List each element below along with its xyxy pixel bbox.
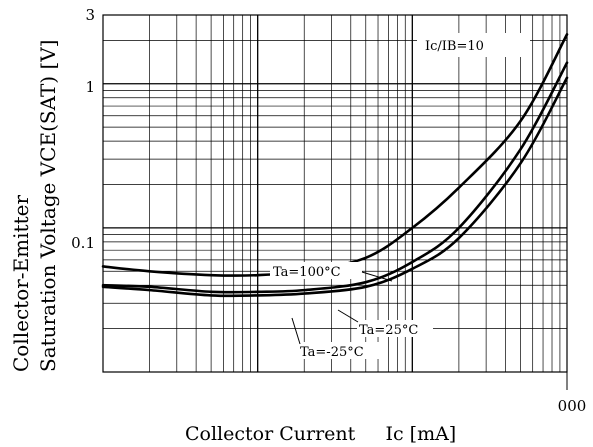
- x-axis-label: Collector Current Ic [mA]: [185, 423, 456, 445]
- series-line-0: [101, 33, 569, 277]
- y-axis-label-line1: Collector-Emitter: [9, 195, 33, 372]
- label-ta-minus25-leader: [291, 317, 301, 345]
- label-ta-100: Ta=100°C: [273, 265, 341, 280]
- series-line-1: [101, 61, 569, 294]
- series-layer: [101, 33, 569, 298]
- label-ta-25-leader: [337, 309, 359, 323]
- annotation-bg: [270, 262, 362, 279]
- label-ta-25: Ta=25°C: [359, 323, 418, 338]
- y-tick-label: 3: [85, 6, 95, 24]
- condition-label: Ic/IB=10: [425, 39, 484, 54]
- grid: [103, 15, 568, 390]
- y-tick-label: 0.1: [71, 234, 95, 252]
- plot-frame: [102, 14, 568, 373]
- label-ta-100-leader: [361, 271, 393, 282]
- annotation-bg: [297, 342, 383, 359]
- y-tick-label: 1: [85, 78, 95, 96]
- series-line-2: [101, 76, 569, 298]
- annotation-bg: [357, 320, 433, 337]
- label-ta-minus25: Ta=-25°C: [300, 345, 364, 360]
- condition-box: [417, 33, 530, 57]
- x-tick-label: 000: [558, 397, 587, 415]
- y-axis-label-line2: Saturation Voltage VCE(SAT) [V]: [36, 40, 60, 373]
